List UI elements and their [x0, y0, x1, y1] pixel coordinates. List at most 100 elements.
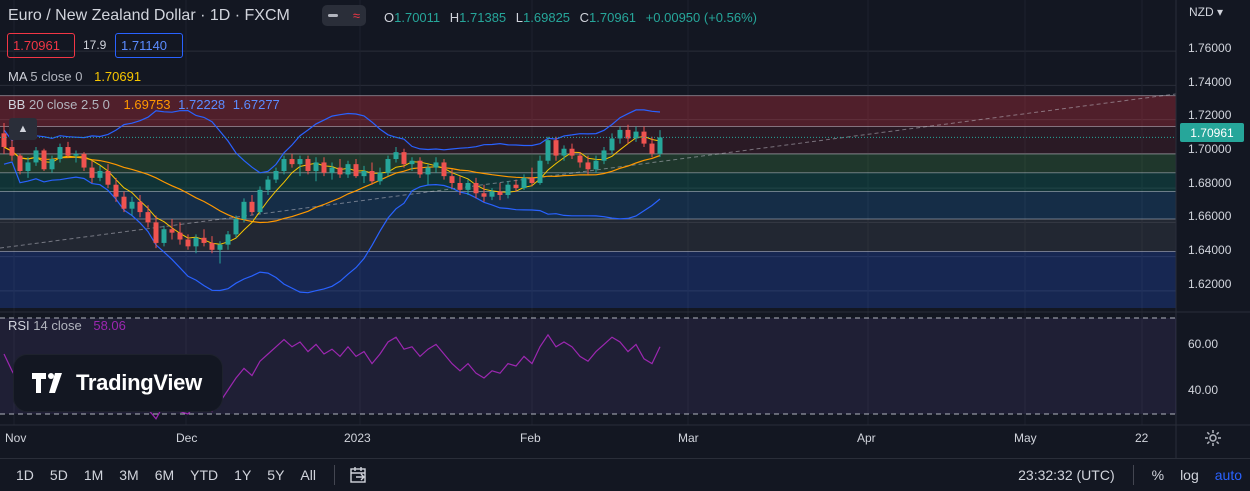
- gear-icon[interactable]: [1204, 429, 1222, 447]
- candle-body: [481, 193, 487, 197]
- fib-zone: [0, 126, 1176, 154]
- candle-body: [201, 237, 207, 243]
- calendar-goto-icon[interactable]: [349, 466, 369, 484]
- candle-body: [457, 182, 463, 190]
- candle-body: [25, 162, 31, 171]
- candle-body: [153, 222, 159, 243]
- candle-body: [569, 148, 575, 156]
- candle-body: [369, 171, 375, 182]
- open-key: O: [384, 10, 395, 25]
- range-5y-button[interactable]: 5Y: [267, 466, 285, 483]
- candle-body: [137, 201, 143, 213]
- candle-body: [337, 167, 343, 175]
- percent-scale-button[interactable]: %: [1151, 467, 1165, 483]
- candle-body: [633, 131, 639, 139]
- fib-zone: [0, 251, 1176, 308]
- candle-body: [113, 184, 119, 197]
- candle-body: [393, 152, 399, 160]
- sell-button[interactable]: 1.70961: [7, 33, 75, 58]
- candle-body: [233, 218, 239, 235]
- clock-timezone[interactable]: 23:32:32 (UTC): [1018, 467, 1115, 483]
- low-key: L: [515, 10, 524, 25]
- candle-body: [521, 177, 527, 189]
- currency-selector[interactable]: NZD ▾: [1189, 5, 1224, 19]
- range-3m-button[interactable]: 3M: [119, 466, 139, 483]
- range-1m-button[interactable]: 1M: [83, 466, 104, 483]
- candle-body: [409, 160, 415, 165]
- candle-body: [577, 155, 583, 163]
- market-status-pill[interactable]: ≈: [322, 5, 366, 26]
- buy-button[interactable]: 1.71140: [115, 33, 183, 58]
- candle-body: [129, 201, 135, 209]
- candle-body: [329, 167, 335, 173]
- range-all-button[interactable]: All: [300, 466, 316, 483]
- tradingview-logo[interactable]: TradingView: [13, 354, 223, 412]
- ma-legend[interactable]: MA 5 close 0 1.70691: [8, 69, 141, 84]
- spread-value: 17.9: [83, 38, 107, 52]
- candle-body: [529, 177, 535, 183]
- candle-body: [49, 159, 55, 170]
- low-value: 1.69825: [523, 10, 571, 25]
- open-value: 1.70011: [394, 10, 441, 25]
- candle-body: [73, 153, 79, 156]
- time-tick: Nov: [5, 431, 27, 445]
- ma-params: 5 close 0: [30, 69, 83, 84]
- candle-body: [401, 152, 407, 165]
- candle-body: [489, 191, 495, 197]
- range-5d-button[interactable]: 5D: [49, 466, 68, 483]
- close-value: 1.70961: [589, 10, 637, 25]
- candle-body: [385, 159, 391, 173]
- range-1d-button[interactable]: 1D: [16, 466, 34, 483]
- range-ytd-button[interactable]: YTD: [190, 466, 219, 483]
- candle-body: [417, 160, 423, 175]
- candle-body: [297, 159, 303, 165]
- bb-lower-value: 1.67277: [232, 97, 280, 112]
- candle-body: [473, 182, 479, 194]
- candle-body: [593, 160, 599, 170]
- bb-name: BB: [8, 97, 26, 112]
- candle-body: [97, 171, 103, 178]
- price-tick: 1.70000: [1188, 142, 1232, 156]
- ohlc-readout: O1.70011 H1.71385 L1.69825 C1.70961 +0.0…: [384, 10, 763, 25]
- ma-name: MA: [8, 69, 27, 84]
- candle-body: [145, 212, 151, 223]
- candle-body: [41, 150, 47, 170]
- candle-body: [161, 229, 167, 243]
- candle-body: [545, 140, 551, 161]
- time-tick: Feb: [520, 431, 541, 445]
- candle-body: [649, 143, 655, 154]
- bb-params: 20 close 2.5 0: [28, 97, 110, 112]
- candle-body: [225, 234, 231, 245]
- rsi-params: 14 close: [33, 318, 82, 333]
- time-tick: 2023: [344, 431, 371, 445]
- collapse-legend-button[interactable]: ▲: [9, 118, 37, 140]
- symbol-title[interactable]: Euro / New Zealand Dollar · 1D · FXCM: [8, 7, 290, 24]
- bb-basis-value: 1.69753: [123, 97, 171, 112]
- candle-body: [281, 159, 287, 171]
- candle-body: [505, 184, 511, 195]
- range-6m-button[interactable]: 6M: [154, 466, 175, 483]
- candle-body: [289, 159, 295, 165]
- tradingview-logo-icon: [32, 373, 62, 393]
- time-tick: Apr: [857, 431, 876, 445]
- candle-body: [217, 244, 223, 250]
- price-tick: 1.72000: [1188, 108, 1232, 122]
- candle-body: [209, 242, 215, 250]
- candle-body: [305, 159, 311, 171]
- log-scale-button[interactable]: log: [1180, 467, 1199, 483]
- candle-body: [353, 164, 359, 177]
- time-tick: Mar: [678, 431, 699, 445]
- close-key: C: [579, 10, 590, 25]
- bb-legend[interactable]: BB 20 close 2.5 0 1.69753 1.72228 1.6727…: [8, 97, 280, 112]
- auto-scale-button[interactable]: auto: [1214, 467, 1242, 483]
- fib-zone: [0, 95, 1176, 127]
- price-tick: 1.74000: [1188, 75, 1232, 89]
- rsi-legend[interactable]: RSI 14 close 58.06: [8, 318, 126, 333]
- candle-body: [241, 201, 247, 219]
- range-1y-button[interactable]: 1Y: [234, 466, 252, 483]
- candle-body: [1, 133, 7, 148]
- bottom-toolbar: 1D 5D 1M 3M 6M YTD 1Y 5Y All 23:32:32 (U…: [0, 458, 1250, 490]
- candle-body: [345, 164, 351, 175]
- candle-body: [441, 162, 447, 177]
- toolbar-divider: [333, 464, 335, 485]
